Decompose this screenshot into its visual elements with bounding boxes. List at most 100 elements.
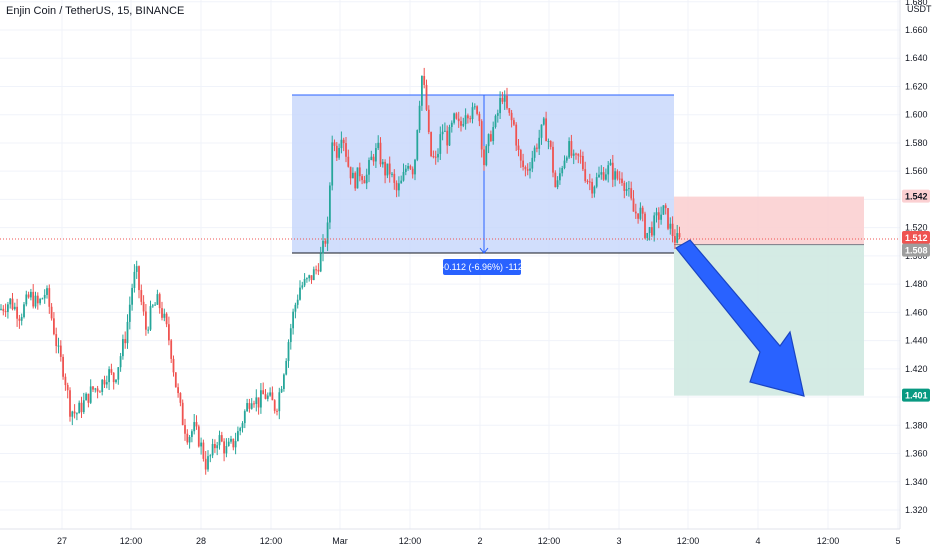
candle-body <box>634 211 637 214</box>
candle-body <box>149 306 152 330</box>
candle-body <box>308 275 311 279</box>
price-tag-target[interactable]: 1.401 <box>902 388 930 402</box>
candle-body <box>529 168 531 171</box>
candle-body <box>450 122 453 127</box>
candle-body <box>485 146 488 166</box>
price-tag-current[interactable]: 1.512 <box>902 230 930 244</box>
candle-body <box>674 236 676 243</box>
candle-body <box>165 313 168 325</box>
price-tick-label: 1.580 <box>905 138 928 148</box>
candle-body <box>80 402 83 413</box>
time-tick-label: Mar <box>332 536 348 546</box>
candle-body <box>554 172 557 188</box>
candle-body <box>27 294 30 298</box>
candle-body <box>467 115 469 119</box>
candle-body <box>145 311 147 330</box>
price-axis[interactable]: 1.6801.6601.6401.6201.6001.5801.5601.540… <box>899 0 930 529</box>
stop-loss-zone[interactable] <box>674 196 864 245</box>
candle-body <box>407 166 409 169</box>
candle-body <box>188 436 191 443</box>
time-tick-label: 12:00 <box>120 536 143 546</box>
time-axis[interactable]: 27 12:00 28 12:00 Mar 12:00 2 12:00 3 12:00 4 12:00… <box>0 528 901 546</box>
candle-body <box>655 212 658 216</box>
candle-body <box>108 369 110 383</box>
candle-body <box>34 295 37 307</box>
candle-body <box>469 118 472 120</box>
price-tick-label: 1.360 <box>905 449 928 459</box>
candle-body <box>299 287 301 300</box>
candle-body <box>105 382 108 385</box>
price-tick-label: 1.440 <box>905 336 928 346</box>
candle-body <box>540 124 543 138</box>
candle-body <box>260 390 262 408</box>
candle-body <box>142 301 145 312</box>
candle-body <box>266 395 269 399</box>
candle-body <box>30 291 32 298</box>
candle-body <box>230 438 232 442</box>
candle-body <box>280 388 283 393</box>
price-tag-entry[interactable]: 1.508 <box>902 243 930 257</box>
candle-body <box>32 291 35 307</box>
price-tag-bg <box>902 388 930 402</box>
candle-body <box>462 124 465 126</box>
candle-body <box>223 441 225 454</box>
currency-badge[interactable]: USDT <box>907 4 932 14</box>
candle-body <box>0 308 2 310</box>
candle-body <box>660 214 662 220</box>
candle-body <box>296 299 299 305</box>
candle-body <box>434 156 437 158</box>
candle-body <box>501 98 504 102</box>
candle-body <box>361 176 363 181</box>
candle-body <box>347 156 350 167</box>
candle-body <box>292 311 294 329</box>
candle-body <box>568 141 570 158</box>
candle-body <box>598 174 600 178</box>
candle-body <box>89 386 92 403</box>
candle-body <box>556 180 559 188</box>
candle-body <box>243 411 246 424</box>
candle-body <box>48 288 51 307</box>
candle-body <box>368 160 370 175</box>
candle-body <box>174 372 177 388</box>
candle-body <box>404 168 407 172</box>
candle-body <box>20 317 23 321</box>
candle-body <box>207 456 209 470</box>
candle-body <box>519 149 522 161</box>
candle-body <box>423 75 426 85</box>
candle-body <box>59 345 62 357</box>
candle-body <box>588 181 591 183</box>
candle-body <box>117 367 120 380</box>
candle-body <box>335 145 338 158</box>
candle-body <box>46 288 48 295</box>
candle-body <box>126 321 129 344</box>
candle-body <box>345 143 347 157</box>
time-tick-label: 12:00 <box>260 536 283 546</box>
candle-body <box>386 163 389 176</box>
candle-body <box>197 426 200 447</box>
candle-body <box>324 240 327 244</box>
down-arrow-icon[interactable] <box>675 239 805 397</box>
candle-body <box>657 212 660 220</box>
candle-body <box>421 75 423 106</box>
price-tag-stop[interactable]: 1.542 <box>902 189 930 203</box>
price-tick-label: 1.320 <box>905 505 928 515</box>
candle-body <box>545 118 547 142</box>
candle-body <box>678 233 681 238</box>
candle-body <box>39 298 41 304</box>
candle-body <box>216 445 219 449</box>
candle-body <box>492 127 495 142</box>
measure-label-bg <box>443 259 521 275</box>
candle-body <box>71 411 74 417</box>
candle-body <box>262 390 265 395</box>
candle-body <box>184 425 186 434</box>
candle-body <box>237 431 239 442</box>
time-tick-label: 12:00 <box>399 536 422 546</box>
candle-body <box>195 422 198 427</box>
candle-body <box>570 141 573 156</box>
candle-body <box>161 308 163 318</box>
candle-body <box>437 153 439 158</box>
price-tag-bg <box>902 243 930 257</box>
candle-body <box>446 130 449 146</box>
candle-body <box>168 324 170 341</box>
